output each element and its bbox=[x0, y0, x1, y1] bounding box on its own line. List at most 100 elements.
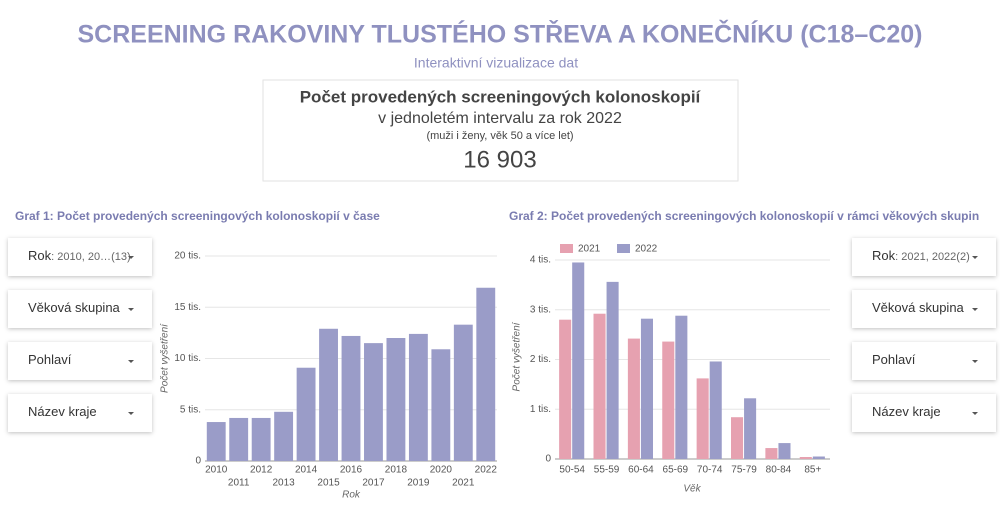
dropdown-text[interactable]: Název kraje bbox=[28, 404, 97, 419]
chart-title: Graf 2: Počet provedených screeningových… bbox=[509, 209, 979, 223]
bar bbox=[319, 328, 338, 461]
x-tick-label: 2014 bbox=[295, 465, 318, 476]
x-tick-label: 2015 bbox=[317, 478, 340, 489]
y-tick-label: 15 tis. bbox=[174, 302, 201, 313]
dropdown-value[interactable]: : 2021, 2022 bbox=[895, 251, 956, 263]
y-axis-title: Počet vyšetření bbox=[512, 321, 523, 391]
kpi-note: (muži i ženy, věk 50 a více let) bbox=[426, 130, 573, 142]
dropdown-label[interactable]: Věková skupina bbox=[872, 300, 965, 315]
dropdown-label[interactable]: Název kraje bbox=[872, 404, 941, 419]
bar bbox=[627, 338, 640, 459]
y-tick-label: 1 tis. bbox=[530, 404, 551, 415]
bar bbox=[731, 417, 744, 459]
y-tick-label: 0 bbox=[545, 454, 551, 465]
x-tick-label: 70-74 bbox=[697, 465, 723, 476]
dropdown-box[interactable] bbox=[8, 238, 152, 276]
dropdown-label[interactable]: Věková skupina bbox=[28, 300, 121, 315]
dropdown-value[interactable]: : 2010, 20… bbox=[51, 251, 111, 263]
dropdown-text[interactable]: Pohlaví bbox=[28, 352, 72, 367]
dropdown-text[interactable]: Název kraje bbox=[872, 404, 941, 419]
bar bbox=[572, 262, 585, 459]
filter-dropdown[interactable]: Název kraje bbox=[8, 394, 152, 432]
dropdown-arrow[interactable] bbox=[972, 360, 978, 363]
filter-dropdown[interactable]: Pohlaví bbox=[852, 342, 996, 380]
dropdown-label[interactable]: Rok bbox=[872, 248, 896, 263]
dropdown-box[interactable] bbox=[8, 342, 152, 380]
dropdown-label[interactable]: Pohlaví bbox=[28, 352, 72, 367]
dropdown-text[interactable]: Věková skupina bbox=[872, 300, 965, 315]
bar bbox=[386, 338, 406, 461]
kpi-value: 16 903 bbox=[463, 146, 536, 173]
x-tick-label: 85+ bbox=[804, 465, 821, 476]
x-tick-label: 2012 bbox=[250, 465, 273, 476]
dropdown-count[interactable]: (13) bbox=[111, 251, 131, 263]
bar bbox=[799, 457, 812, 459]
y-tick-label: 5 tis. bbox=[180, 404, 201, 415]
dropdown-box[interactable] bbox=[8, 290, 152, 328]
bar bbox=[662, 341, 675, 459]
dropdown-label[interactable]: Pohlaví bbox=[872, 352, 916, 367]
x-axis-title: Věk bbox=[683, 484, 701, 495]
x-tick-label: 55-59 bbox=[594, 465, 620, 476]
legend-label: 2022 bbox=[635, 244, 658, 255]
filter-dropdown[interactable]: Název kraje bbox=[852, 394, 996, 432]
dropdown-arrow[interactable] bbox=[128, 360, 134, 363]
filter-dropdown[interactable]: Pohlaví bbox=[8, 342, 152, 380]
dropdown-text[interactable]: Rok: 2021, 2022(2) bbox=[872, 248, 970, 263]
dropdown-text[interactable]: Pohlaví bbox=[872, 352, 916, 367]
dropdown-count[interactable]: (2) bbox=[956, 251, 969, 263]
dropdown-box[interactable] bbox=[852, 290, 996, 328]
dropdown-box[interactable] bbox=[8, 394, 152, 432]
y-tick-label: 0 bbox=[195, 456, 201, 467]
x-tick-label: 2022 bbox=[475, 465, 498, 476]
bar bbox=[696, 378, 709, 459]
bar bbox=[431, 349, 451, 461]
dropdown-arrow[interactable] bbox=[972, 256, 978, 259]
bar bbox=[675, 315, 688, 459]
filter-dropdown[interactable]: Rok: 2021, 2022(2) bbox=[852, 238, 996, 276]
legend-swatch bbox=[560, 244, 573, 253]
bar bbox=[408, 333, 428, 461]
dropdown-text[interactable]: Rok: 2010, 20…(13) bbox=[28, 248, 131, 263]
dropdown-box[interactable] bbox=[852, 394, 996, 432]
kpi-subtitle: v jednoletém intervalu za rok 2022 bbox=[378, 110, 622, 127]
x-tick-label: 2017 bbox=[362, 478, 385, 489]
bar bbox=[251, 417, 271, 461]
bar bbox=[206, 422, 226, 461]
x-tick-label: 2011 bbox=[228, 478, 250, 489]
x-tick-label: 80-84 bbox=[766, 465, 792, 476]
dropdown-label[interactable]: Rok bbox=[28, 248, 52, 263]
dropdown-label[interactable]: Název kraje bbox=[28, 404, 97, 419]
bar bbox=[341, 335, 361, 461]
bar bbox=[453, 324, 473, 461]
bar bbox=[812, 456, 825, 459]
bar bbox=[364, 343, 383, 461]
y-tick-label: 4 tis. bbox=[530, 255, 551, 266]
dropdown-arrow[interactable] bbox=[972, 412, 978, 415]
y-tick-label: 2 tis. bbox=[530, 354, 551, 365]
bar bbox=[559, 319, 572, 459]
bar bbox=[296, 367, 316, 461]
y-axis-title: Počet vyšetření bbox=[160, 323, 171, 393]
x-tick-label: 75-79 bbox=[731, 465, 757, 476]
dropdown-arrow[interactable] bbox=[972, 308, 978, 311]
x-axis-title: Rok bbox=[342, 490, 361, 501]
y-tick-label: 10 tis. bbox=[174, 353, 201, 364]
dropdown-arrow[interactable] bbox=[128, 256, 134, 259]
x-tick-label: 2013 bbox=[272, 478, 295, 489]
filter-dropdown[interactable]: Věková skupina bbox=[8, 290, 152, 328]
dropdown-arrow[interactable] bbox=[128, 412, 134, 415]
x-tick-label: 65-69 bbox=[663, 465, 689, 476]
kpi-title: Počet provedených screeningových kolonos… bbox=[300, 87, 702, 106]
dropdown-box[interactable] bbox=[852, 342, 996, 380]
filter-dropdown[interactable]: Rok: 2010, 20…(13) bbox=[8, 238, 152, 276]
filter-dropdown[interactable]: Věková skupina bbox=[852, 290, 996, 328]
legend-swatch bbox=[617, 244, 630, 253]
dropdown-box[interactable] bbox=[852, 238, 996, 276]
dropdown-arrow[interactable] bbox=[128, 308, 134, 311]
bar bbox=[709, 361, 722, 459]
dropdown-text[interactable]: Věková skupina bbox=[28, 300, 121, 315]
bar bbox=[274, 411, 294, 461]
y-tick-label: 3 tis. bbox=[530, 304, 551, 315]
